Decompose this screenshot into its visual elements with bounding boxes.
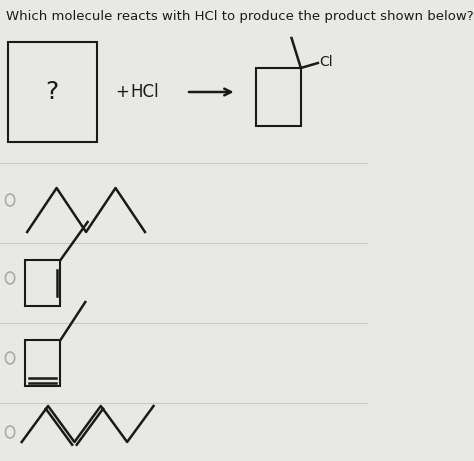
Text: Cl: Cl (319, 55, 333, 69)
Text: ?: ? (46, 80, 59, 104)
Bar (25, 260, 61, 306)
Text: HCl: HCl (130, 83, 159, 101)
Bar (256, 68, 301, 126)
Bar (8, 42, 97, 142)
Text: +: + (115, 83, 128, 101)
Text: Which molecule reacts with HCl to produce the product shown below?: Which molecule reacts with HCl to produc… (6, 10, 474, 23)
Bar (25, 340, 61, 386)
